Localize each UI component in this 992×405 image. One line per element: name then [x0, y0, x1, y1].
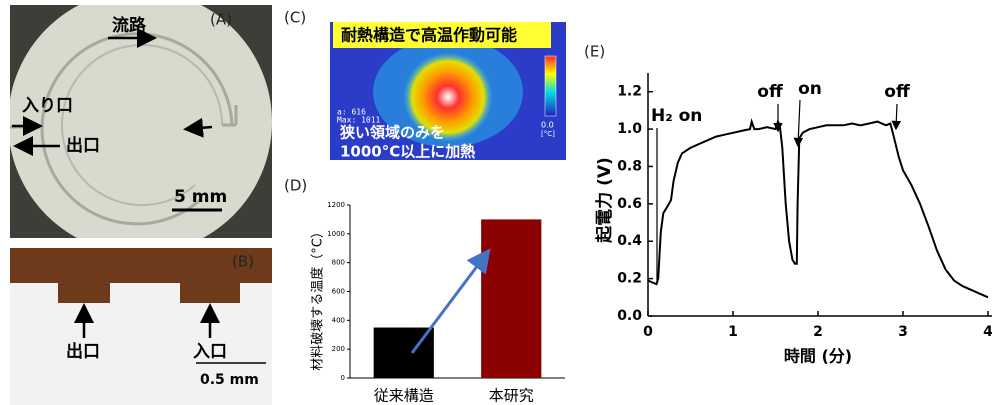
panel-label: (C): [284, 9, 306, 27]
caption: 狭い領域のみを: [339, 124, 445, 142]
y-tick-label: 1200: [327, 201, 345, 209]
x-tick-label: 本研究: [489, 387, 534, 405]
panel-label: (E): [584, 43, 605, 61]
panel-label: (A): [210, 11, 232, 29]
line-series: [648, 122, 988, 298]
x-axis-label: 時間 (分): [784, 347, 852, 366]
panel-label: (B): [232, 253, 254, 271]
annotation: on: [798, 79, 822, 99]
photo-a: (A) 流路 入り口 出口 5 mm: [8, 0, 272, 254]
label-channel: 流路: [112, 15, 147, 36]
headline: 耐熱構造で高温作動可能: [341, 26, 517, 45]
thermal-c: (C) 0.0 [°C] a: 616 Max: 1011 耐熱構造で高温作動可…: [284, 9, 566, 161]
y-tick-label: 0.8: [617, 158, 642, 174]
photo-b: (B) 出口 入口 0.5 mm: [10, 248, 272, 405]
label-inlet: 入り口: [22, 96, 73, 116]
y-tick-label: 1000: [327, 230, 345, 238]
y-tick-label: 0: [341, 374, 345, 382]
scale-label: 5 mm: [174, 187, 227, 207]
annotation-arrow: [896, 104, 897, 128]
trend-arrow: [412, 253, 487, 353]
color-scale: [545, 56, 556, 116]
x-tick-label: 1: [728, 324, 738, 340]
scale-min: 0.0: [541, 121, 554, 130]
page: (A) 流路 入り口 出口 5 mm (B) 出口 入口 0.5 mm (C) …: [0, 0, 992, 405]
label-outlet: 出口: [66, 341, 100, 362]
panel-label: (D): [284, 177, 307, 195]
scale-label: 0.5 mm: [200, 372, 259, 388]
y-tick-label: 0.2: [617, 271, 642, 287]
annotation: off: [757, 82, 783, 102]
y-axis-label: 起電力 (V): [594, 157, 615, 244]
annotation: off: [884, 82, 910, 102]
y-tick-label: 1.0: [617, 121, 642, 137]
y-tick-label: 400: [332, 316, 345, 324]
label-inlet: 入口: [193, 342, 227, 362]
y-tick-label: 600: [332, 288, 345, 296]
x-tick-label: 2: [813, 324, 823, 340]
x-tick-label: 3: [898, 324, 908, 340]
scale-unit: [°C]: [541, 130, 555, 138]
figure: (A) 流路 入り口 出口 5 mm (B) 出口 入口 0.5 mm (C) …: [0, 0, 992, 405]
bar: [481, 219, 541, 378]
y-tick-label: 800: [332, 259, 345, 267]
y-tick-label: 0.6: [617, 196, 642, 212]
x-tick-label: 従来構造: [374, 387, 434, 405]
y-tick-label: 0.0: [617, 308, 642, 324]
label-outlet: 出口: [66, 135, 100, 156]
y-tick-label: 200: [332, 345, 345, 353]
x-tick-label: 0: [643, 324, 653, 340]
y-tick-label: 1.2: [617, 84, 642, 100]
y-tick-label: 0.4: [617, 233, 642, 249]
y-axis-label: 材料破壊する温度（°C）: [310, 225, 326, 371]
x-tick-label: 4: [983, 324, 992, 340]
annotation: H₂ on: [651, 106, 702, 126]
caption: 1000°C以上に加熱: [340, 143, 475, 161]
